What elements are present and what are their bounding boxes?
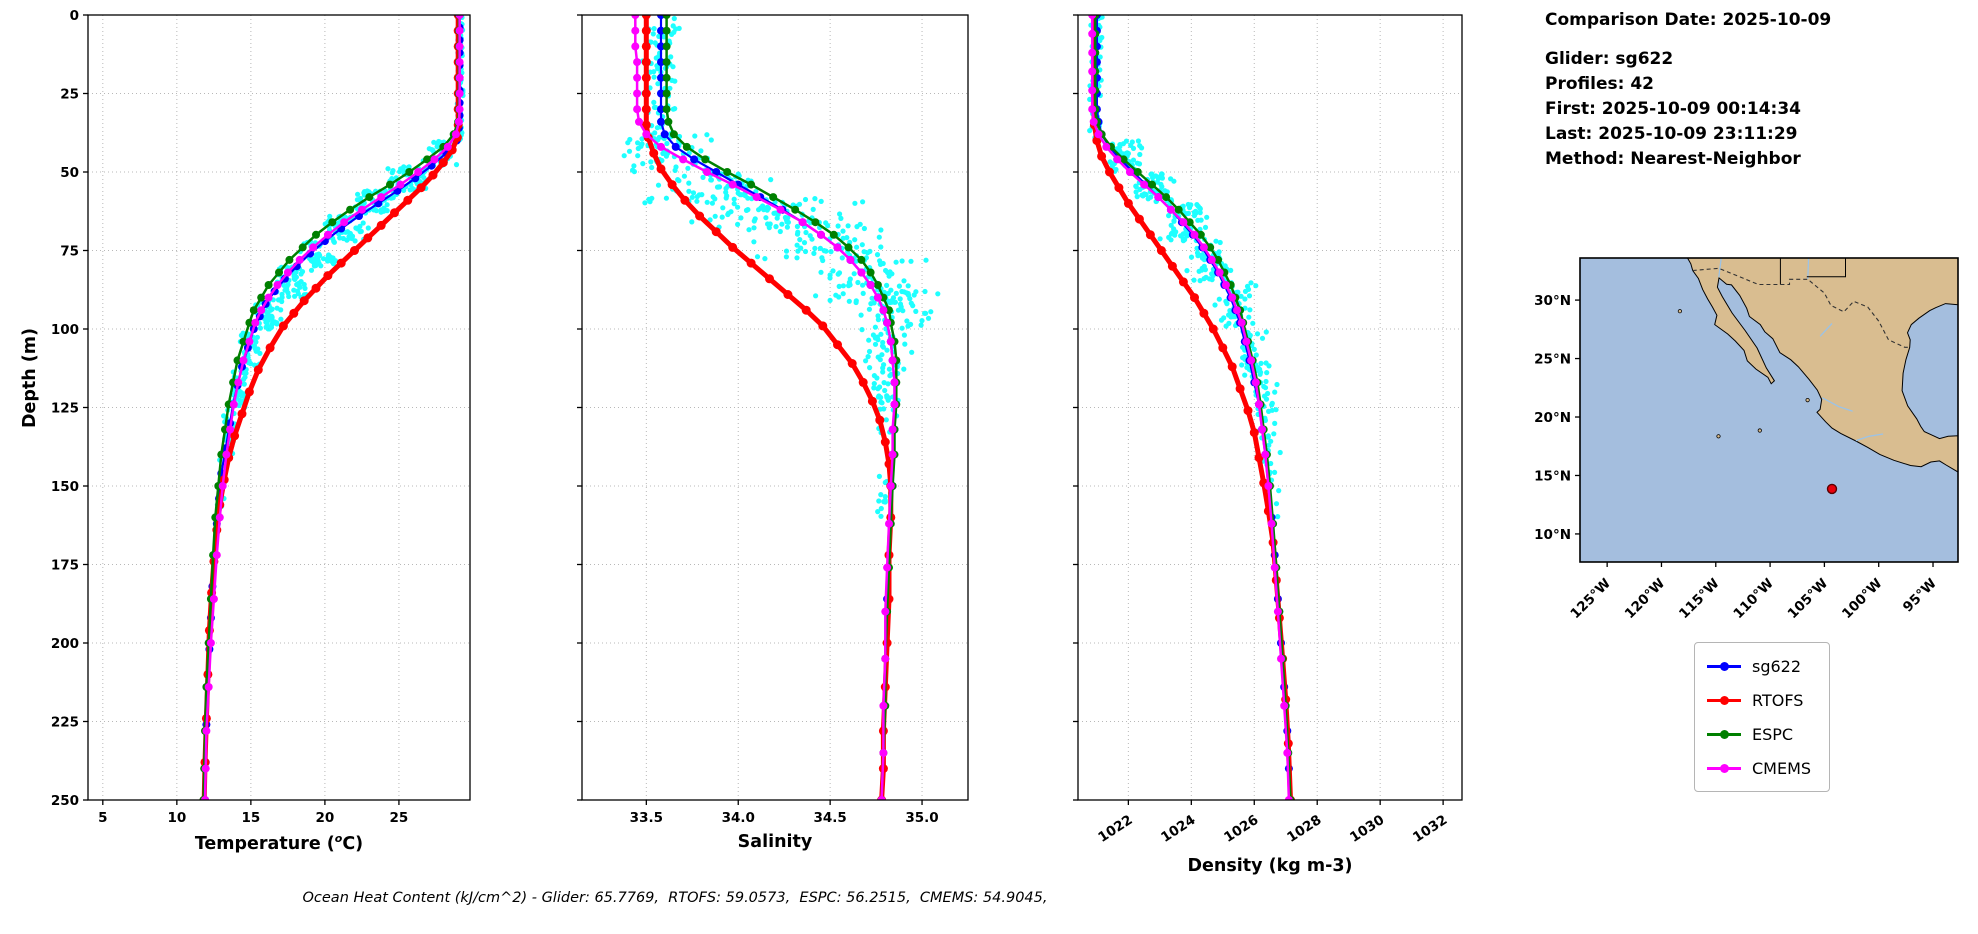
map-frame <box>1579 257 1959 563</box>
svg-text:33.5: 33.5 <box>630 810 663 826</box>
map-country-border <box>1692 267 1910 348</box>
profile-plot-density: 1022 1024 1026 1028 1030 1032 <box>1073 14 1463 846</box>
series-CMEMS-temperature <box>201 15 464 800</box>
svg-text:10: 10 <box>167 810 186 826</box>
legend-marker-rtofs <box>1707 693 1741 708</box>
temperature-axis-label-close: C) <box>342 833 364 854</box>
svg-text:75: 75 <box>60 244 79 260</box>
svg-text:175: 175 <box>51 558 79 574</box>
svg-text:30°N: 30°N <box>1534 293 1571 309</box>
svg-text:1024: 1024 <box>1158 812 1198 846</box>
svg-text:100°W: 100°W <box>1839 575 1886 622</box>
svg-text:250: 250 <box>51 793 79 809</box>
profile-plot-salinity: 33.5 34.0 34.5 35.0 <box>577 14 969 826</box>
last-profile-time: Last: 2025-10-09 23:11:29 <box>1545 124 1798 144</box>
legend-item-cmems: CMEMS <box>1707 751 1811 785</box>
comparison-info-block: Comparison Date: 2025-10-09 Glider: sg62… <box>1545 8 1831 172</box>
svg-text:34.0: 34.0 <box>722 810 755 826</box>
ocean-heat-content-caption: Ocean Heat Content (kJ/cm^2) - Glider: 6… <box>302 890 1048 906</box>
map-river <box>1807 258 1810 280</box>
svg-text:20: 20 <box>316 810 335 826</box>
profile-count: Profiles: 42 <box>1545 74 1654 94</box>
legend-marker-cmems <box>1707 761 1741 776</box>
svg-text:120°W: 120°W <box>1622 575 1669 622</box>
legend-label-cmems: CMEMS <box>1752 758 1812 778</box>
temperature-axis-label-sup: o <box>334 832 343 845</box>
first-profile-time: First: 2025-10-09 00:14:34 <box>1545 99 1802 119</box>
svg-text:10°N: 10°N <box>1534 527 1571 543</box>
svg-text:95°W: 95°W <box>1900 575 1940 615</box>
map-river <box>1855 433 1884 442</box>
svg-text:1022: 1022 <box>1095 812 1135 846</box>
svg-text:20°N: 20°N <box>1534 410 1571 426</box>
svg-text:0: 0 <box>70 8 79 24</box>
svg-text:25°N: 25°N <box>1534 352 1571 368</box>
temperature-axis-label: Temperature (oC) <box>88 832 470 854</box>
legend-item-espc: ESPC <box>1707 717 1811 751</box>
glider-name: Glider: sg622 <box>1545 49 1674 69</box>
svg-text:1028: 1028 <box>1284 812 1324 846</box>
temperature-axis-label-text: Temperature ( <box>194 833 335 854</box>
map-state-border <box>1806 258 1846 278</box>
density-axis-label: Density (kg m-3) <box>1187 856 1353 876</box>
svg-text:125°W: 125°W <box>1567 575 1614 622</box>
svg-text:105°W: 105°W <box>1785 575 1832 622</box>
legend-item-sg622: sg622 <box>1707 649 1811 683</box>
glider-position-marker <box>1826 483 1838 495</box>
series-CMEMS-density <box>1088 15 1293 800</box>
svg-text:115°W: 115°W <box>1676 575 1723 622</box>
svg-text:125: 125 <box>51 401 79 417</box>
map-land <box>1686 258 1958 473</box>
svg-text:15°N: 15°N <box>1534 468 1571 484</box>
legend: sg622 RTOFS ESPC CMEMS <box>1694 642 1831 792</box>
svg-text:25: 25 <box>390 810 409 826</box>
svg-text:200: 200 <box>51 636 79 652</box>
legend-label-rtofs: RTOFS <box>1752 690 1804 710</box>
depth-axis-label: Depth (m) <box>20 327 40 429</box>
svg-text:34.5: 34.5 <box>813 810 846 826</box>
map-river <box>1819 323 1833 337</box>
svg-text:100: 100 <box>51 322 79 338</box>
svg-text:1032: 1032 <box>1410 812 1450 846</box>
salinity-axis-label: Salinity <box>737 832 813 852</box>
map-island <box>1805 397 1810 403</box>
svg-text:25: 25 <box>60 87 79 103</box>
legend-marker-espc <box>1707 727 1741 742</box>
map-island <box>1716 434 1721 439</box>
series-CMEMS-salinity <box>631 15 899 800</box>
legend-marker-sg622 <box>1707 659 1741 674</box>
svg-text:225: 225 <box>51 715 79 731</box>
legend-label-sg622: sg622 <box>1752 656 1802 676</box>
svg-text:35.0: 35.0 <box>905 810 938 826</box>
comparison-date: Comparison Date: 2025-10-09 <box>1545 10 1832 30</box>
info-spacer <box>1545 33 1831 47</box>
svg-text:110°W: 110°W <box>1730 575 1777 622</box>
map-island <box>1677 309 1683 314</box>
svg-text:5: 5 <box>98 810 107 826</box>
map-inset: 125°W 120°W 115°W 110°W 105°W 100°W 95°W 30°N 25… <box>1534 257 1959 622</box>
method: Method: Nearest-Neighbor <box>1545 149 1801 169</box>
svg-text:15: 15 <box>241 810 260 826</box>
map-river <box>1821 397 1853 412</box>
legend-label-espc: ESPC <box>1752 724 1794 744</box>
svg-text:150: 150 <box>51 479 79 495</box>
map-river <box>1718 258 1722 278</box>
svg-text:1026: 1026 <box>1221 812 1261 846</box>
svg-text:50: 50 <box>60 165 79 181</box>
map-island <box>1757 428 1762 433</box>
svg-text:1030: 1030 <box>1347 812 1387 846</box>
legend-item-rtofs: RTOFS <box>1707 683 1811 717</box>
